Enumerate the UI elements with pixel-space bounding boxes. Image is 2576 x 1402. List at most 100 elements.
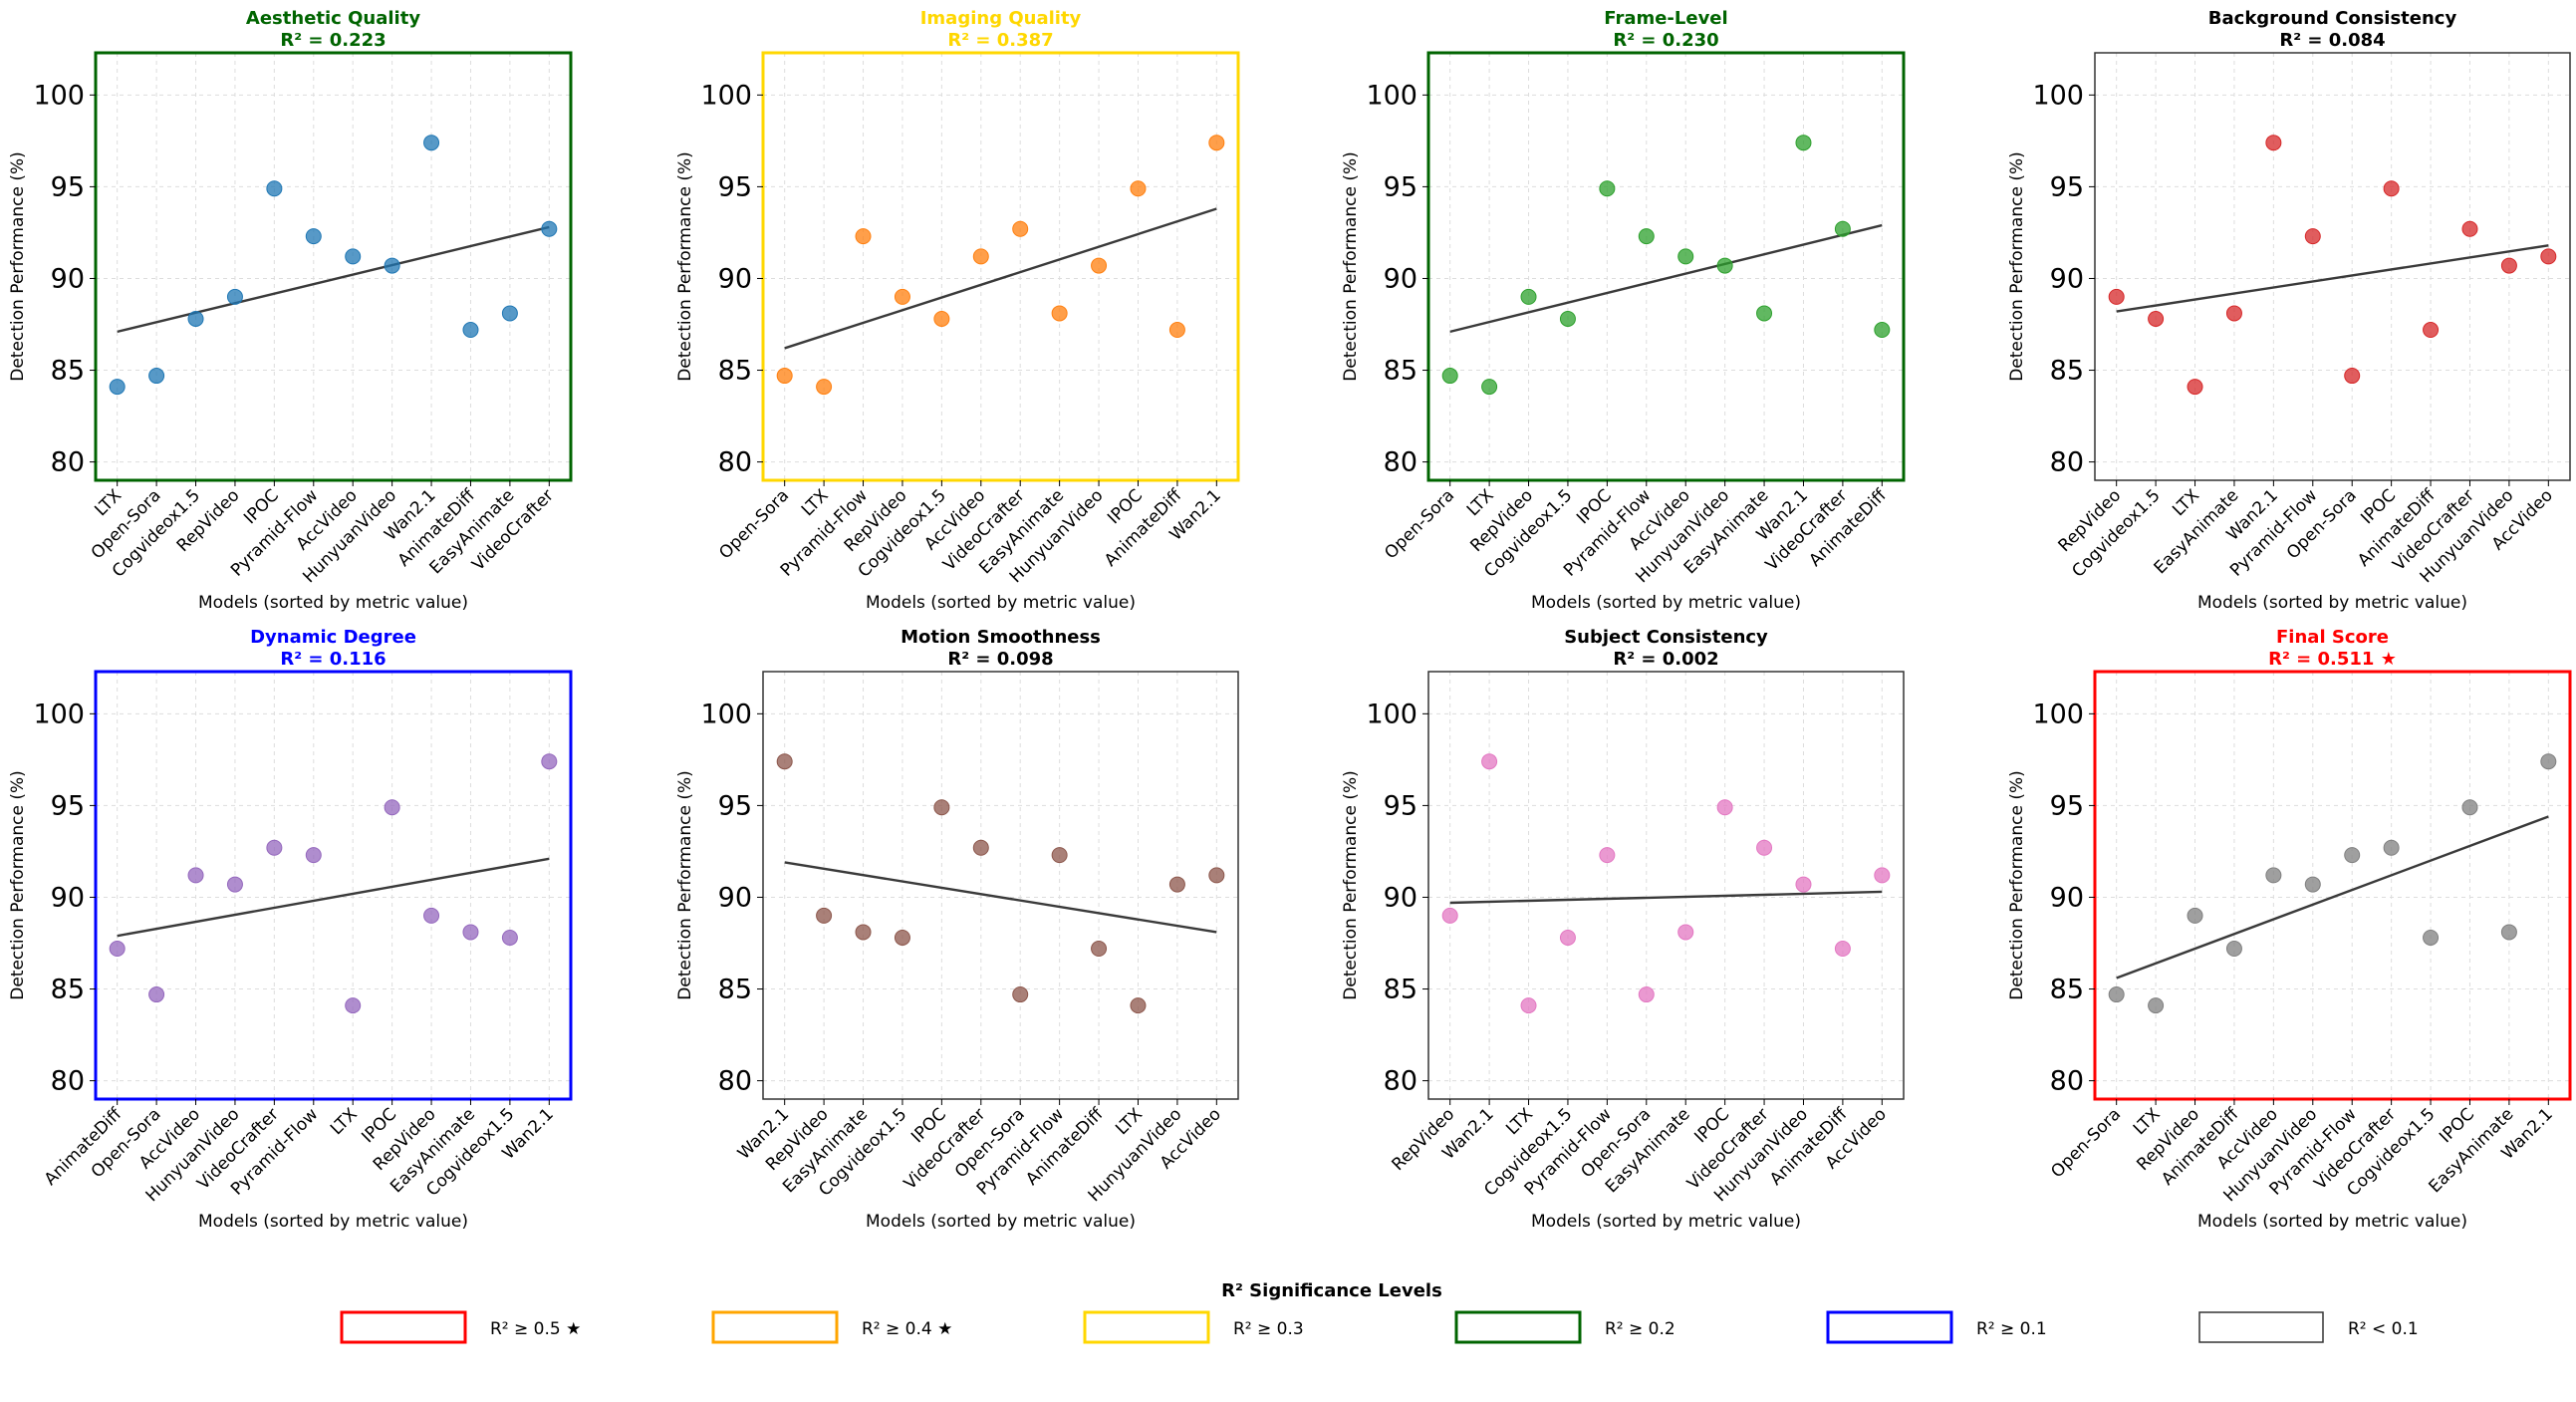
y-tick-label: 95 (51, 790, 85, 821)
y-tick-label: 100 (700, 699, 752, 729)
legend-title: R² Significance Levels (1221, 1280, 1442, 1301)
legend-item-5: R² ≥ 0.1 (1826, 1310, 2047, 1344)
data-point-accvideo (187, 867, 204, 884)
data-point-animatediff (109, 941, 126, 958)
data-point-hunyuanvideo (384, 257, 400, 274)
y-tick-label: 90 (1384, 263, 1417, 294)
data-point-hunyuanvideo (2500, 257, 2517, 274)
chart-r2-subtitle: R² = 0.098 (947, 649, 1053, 670)
data-point-easyanimate (1677, 924, 1694, 941)
y-tick-label: 95 (718, 171, 752, 202)
y-tick-label: 95 (2050, 171, 2084, 202)
y-tick-label: 85 (51, 975, 85, 1005)
y-tick-label: 80 (51, 1066, 85, 1097)
x-axis-label: Models (sorted by metric value) (198, 1212, 468, 1232)
trend-line (2116, 244, 2549, 313)
data-point-animatediff (2423, 322, 2440, 339)
legend-item-6: R² < 0.1 (2198, 1311, 2419, 1343)
legend-label: R² ≥ 0.5 ★ (490, 1319, 581, 1339)
data-point-repvideo (816, 907, 833, 924)
legend-swatch (340, 1310, 467, 1344)
data-point-animatediff (1874, 322, 1891, 339)
legend-item-2: R² ≥ 0.4 ★ (711, 1310, 952, 1344)
data-point-wan2-1 (1795, 135, 1812, 151)
data-point-ipoc (933, 799, 950, 816)
x-tick-label: Open-Sora (715, 485, 793, 563)
data-point-ltx (1520, 997, 1537, 1014)
y-tick-label: 85 (718, 356, 752, 387)
y-axis-label: Detection Performance (%) (675, 770, 695, 1000)
legend-swatch (711, 1310, 839, 1344)
y-axis-label: Detection Performance (%) (1341, 151, 1361, 382)
data-point-open-sora (1012, 986, 1029, 1003)
y-tick-label: 80 (51, 447, 85, 478)
y-tick-label: 95 (1384, 790, 1417, 821)
data-point-wan2-1 (541, 753, 558, 770)
plot-frame (94, 670, 573, 1101)
legend-label: R² ≥ 0.1 (1976, 1319, 2047, 1339)
data-point-accvideo (972, 248, 989, 265)
data-point-pyramid-flow (1051, 847, 1068, 864)
chart-title: Background Consistency (2208, 8, 2457, 29)
y-tick-label: 90 (1384, 882, 1417, 913)
data-point-pyramid-flow (1599, 847, 1616, 864)
data-point-pyramid-flow (855, 228, 872, 245)
chart-r2-subtitle: R² = 0.511 ★ (2268, 649, 2397, 670)
data-point-easyanimate (855, 924, 872, 941)
y-tick-label: 85 (2050, 356, 2084, 387)
y-tick-label: 100 (33, 699, 85, 729)
y-tick-label: 80 (2050, 447, 2084, 478)
data-point-easyanimate (1051, 305, 1068, 322)
data-point-repvideo (894, 288, 910, 305)
data-point-accvideo (1874, 867, 1891, 884)
y-tick-label: 95 (718, 790, 752, 821)
chart-r2-subtitle: R² = 0.223 (280, 30, 386, 51)
data-point-ltx (109, 379, 126, 396)
data-point-animatediff (462, 322, 479, 339)
data-point-ipoc (266, 180, 283, 197)
x-tick-label: Open-Sora (1381, 485, 1458, 563)
data-point-cogvideox1-5 (1559, 310, 1576, 327)
legend-swatch (1083, 1310, 1210, 1344)
data-point-repvideo (423, 907, 440, 924)
data-point-ipoc (1130, 180, 1147, 197)
legend-item-3: R² ≥ 0.3 (1083, 1310, 1304, 1344)
data-point-ipoc (1599, 180, 1616, 197)
legend-item-4: R² ≥ 0.2 (1454, 1310, 1675, 1344)
chart-title: Final Score (2276, 627, 2389, 648)
x-axis-label: Models (sorted by metric value) (1531, 1212, 1801, 1232)
y-tick-label: 80 (718, 1066, 752, 1097)
plot-frame (2094, 52, 2571, 481)
data-point-pyramid-flow (1638, 228, 1655, 245)
y-tick-label: 90 (718, 882, 752, 913)
plot-frame (761, 51, 1240, 482)
y-tick-label: 85 (1384, 356, 1417, 387)
plot-frame (1426, 51, 1906, 482)
data-point-ltx (1130, 997, 1147, 1014)
data-point-animatediff (1168, 322, 1185, 339)
plot-frame (2093, 670, 2572, 1101)
x-axis-label: Models (sorted by metric value) (866, 1212, 1136, 1232)
y-tick-label: 90 (2050, 882, 2084, 913)
data-point-animatediff (2225, 941, 2242, 958)
y-tick-label: 80 (1384, 1066, 1417, 1097)
legend-swatch (2198, 1311, 2324, 1343)
y-axis-label: Detection Performance (%) (1341, 770, 1361, 1000)
chart-title: Subject Consistency (1564, 627, 1768, 648)
y-axis-label: Detection Performance (%) (675, 151, 695, 382)
y-tick-label: 95 (1384, 171, 1417, 202)
legend-swatch (1826, 1310, 1953, 1344)
data-point-wan2-1 (1481, 753, 1498, 770)
data-point-easyanimate (462, 924, 479, 941)
data-point-pyramid-flow (2304, 228, 2321, 245)
chart-r2-subtitle: R² = 0.387 (947, 30, 1053, 51)
x-axis-label: Models (sorted by metric value) (2197, 593, 2467, 613)
legend-label: R² ≥ 0.3 (1233, 1319, 1304, 1339)
legend-label: R² < 0.1 (2348, 1319, 2419, 1339)
data-point-cogvideox1-5 (2423, 929, 2440, 946)
chart-title: Dynamic Degree (250, 627, 416, 648)
data-point-cogvideox1-5 (2148, 310, 2165, 327)
